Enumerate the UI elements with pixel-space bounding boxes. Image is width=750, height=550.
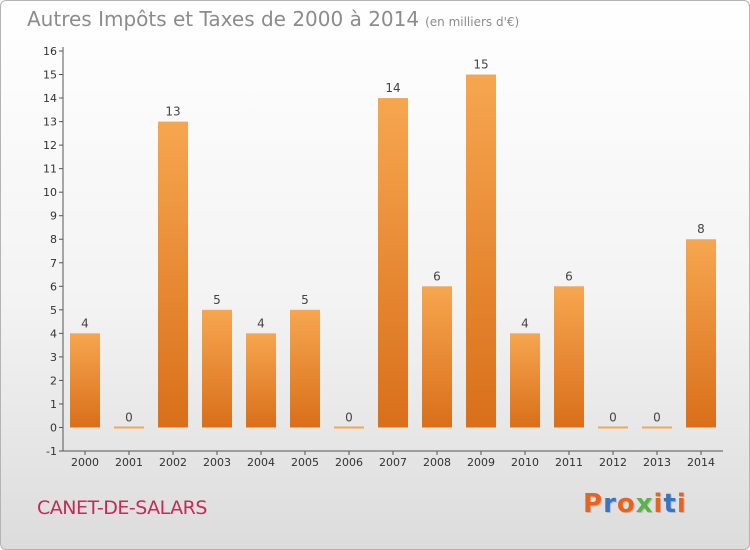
bar	[70, 333, 100, 428]
bar-value-label: 0	[609, 410, 617, 424]
bar	[378, 98, 408, 428]
bar-value-label: 5	[213, 293, 221, 307]
y-tick-label: 5	[50, 304, 57, 317]
bar	[246, 333, 276, 428]
x-tick-label: 2002	[159, 456, 187, 469]
x-tick-label: 2010	[511, 456, 539, 469]
x-tick-label: 2005	[291, 456, 319, 469]
y-tick-label: 0	[50, 421, 57, 434]
bar-value-label: 4	[257, 316, 265, 330]
bar	[202, 309, 232, 428]
bar-value-label: 15	[473, 58, 488, 72]
y-tick-label: 1	[50, 398, 57, 411]
chart-title: Autres Impôts et Taxes de 2000 à 2014 (en…	[27, 7, 519, 31]
logo-letter: i	[653, 489, 664, 519]
y-tick-label: 10	[43, 186, 57, 199]
y-tick-label: 14	[43, 92, 57, 105]
x-tick-label: 2004	[247, 456, 275, 469]
logo-letter: x	[635, 489, 654, 519]
bar	[334, 426, 364, 429]
bar	[554, 286, 584, 428]
x-tick-label: 2014	[687, 456, 715, 469]
bar	[290, 309, 320, 428]
logo-letter: P	[583, 489, 604, 519]
y-tick-label: 13	[43, 116, 57, 129]
y-tick-label: 3	[50, 351, 57, 364]
x-tick-label: 2012	[599, 456, 627, 469]
bar	[114, 426, 144, 429]
bar	[686, 239, 716, 428]
bar-value-label: 13	[165, 105, 180, 119]
bar-value-label: 4	[81, 316, 89, 330]
bar	[422, 286, 452, 428]
logo-letter: i	[676, 489, 687, 519]
y-tick-label: 6	[50, 280, 57, 293]
bar-value-label: 4	[521, 316, 529, 330]
y-tick-label: 16	[43, 45, 57, 58]
bar	[642, 426, 672, 429]
bar-value-label: 0	[653, 410, 661, 424]
location-name: CANET-DE-SALARS	[37, 497, 207, 519]
bar	[158, 121, 188, 428]
y-tick-label: 15	[43, 69, 57, 82]
y-tick-label: -1	[46, 445, 57, 458]
x-tick-label: 2001	[115, 456, 143, 469]
x-tick-label: 2013	[643, 456, 671, 469]
y-tick-label: 9	[50, 210, 57, 223]
bar-value-label: 14	[385, 81, 400, 95]
chart-subtitle: (en milliers d'€)	[425, 15, 520, 29]
y-tick-label: 7	[50, 257, 57, 270]
bar-value-label: 8	[697, 222, 705, 236]
bar-value-label: 5	[301, 293, 309, 307]
logo-letter: r	[603, 489, 617, 519]
chart-title-text: Autres Impôts et Taxes de 2000 à 2014	[27, 7, 420, 31]
y-tick-label: 8	[50, 233, 57, 246]
bar-value-label: 0	[125, 410, 133, 424]
x-tick-label: 2000	[71, 456, 99, 469]
bar	[510, 333, 540, 428]
proxiti-logo: Proxiti	[583, 489, 687, 519]
y-tick-label: 4	[50, 327, 57, 340]
x-tick-label: 2003	[203, 456, 231, 469]
y-tick-label: 12	[43, 139, 57, 152]
bar-value-label: 0	[345, 410, 353, 424]
bar	[598, 426, 628, 429]
logo-letter: o	[616, 489, 636, 519]
x-tick-label: 2008	[423, 456, 451, 469]
bar	[466, 74, 496, 428]
x-tick-label: 2011	[555, 456, 583, 469]
x-tick-label: 2009	[467, 456, 495, 469]
bar-value-label: 6	[433, 269, 441, 283]
bar-value-label: 6	[565, 269, 573, 283]
x-tick-label: 2006	[335, 456, 363, 469]
x-tick-label: 2007	[379, 456, 407, 469]
y-tick-label: 11	[43, 163, 57, 176]
y-tick-label: 2	[50, 374, 57, 387]
logo-letter: t	[663, 489, 677, 519]
